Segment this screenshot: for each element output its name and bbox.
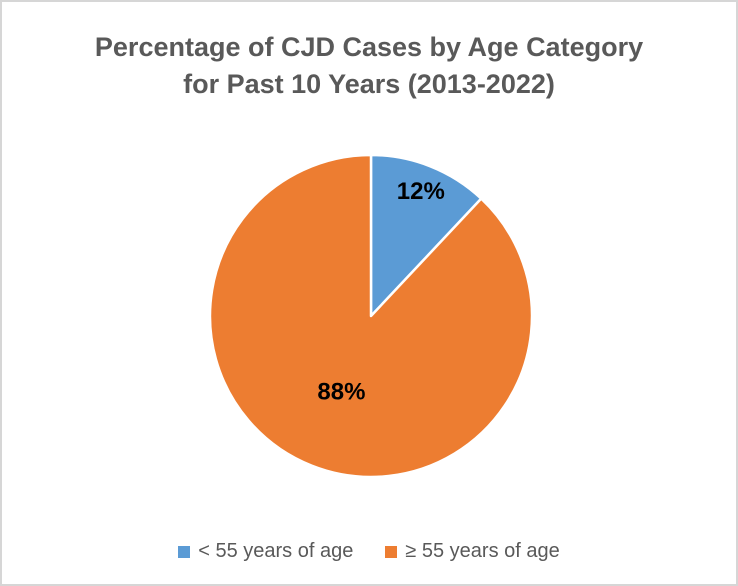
- legend-swatch-55-and-over: [385, 545, 398, 558]
- legend-item-55-and-over[interactable]: ≥ 55 years of age: [385, 539, 560, 563]
- legend-label-under-55: < 55 years of age: [198, 539, 354, 562]
- legend-swatch-under-55: [178, 545, 191, 558]
- legend-item-under-55[interactable]: < 55 years of age: [178, 540, 353, 563]
- chart-title-line-2: for Past 10 Years (2013-2022): [183, 69, 555, 99]
- legend-label-55-and-over: ≥ 55 years of age: [405, 539, 560, 562]
- pie-chart: 12% 88%: [208, 153, 534, 479]
- chart-title[interactable]: Percentage of CJD Cases by Age Category …: [2, 29, 736, 103]
- data-label-pie-slice-55-and-over: 88%: [317, 378, 365, 405]
- chart-title-line-1: Percentage of CJD Cases by Age Category: [94, 32, 644, 62]
- pie-slice-55-and-over[interactable]: [208, 153, 534, 479]
- chart-legend: < 55 years of age ≥ 55 years of age: [2, 538, 736, 564]
- data-label-pie-slice-under-55: 12%: [397, 178, 445, 205]
- pie-slice-under-55[interactable]: [369, 153, 483, 318]
